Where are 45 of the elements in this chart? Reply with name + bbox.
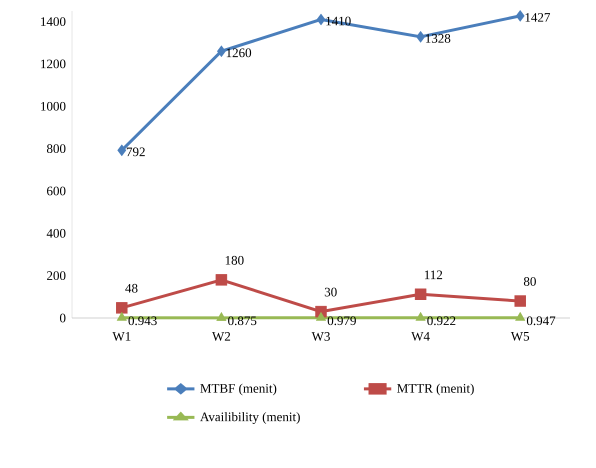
point: [316, 312, 326, 321]
y-tick-label: 1400: [41, 17, 66, 26]
y-tick-label: 400: [46, 228, 66, 238]
point: [414, 288, 426, 300]
legend-label: MTTR (menit): [397, 384, 474, 396]
point: [515, 312, 526, 321]
data-label: 1427: [526, 13, 550, 22]
x-tick-label: W1: [112, 332, 130, 341]
y-tick-label: 0: [60, 314, 66, 322]
y-tick-label: 1000: [41, 102, 66, 111]
point: [514, 295, 526, 307]
data-label: 80: [524, 277, 536, 286]
data-label: 0.943: [128, 316, 157, 326]
data-label: 0.875: [228, 316, 256, 326]
data-label: 48: [125, 284, 138, 293]
data-label: 0.922: [427, 316, 456, 326]
y-tick-label: 200: [47, 271, 66, 280]
point: [416, 31, 425, 43]
x-tick-label: W5: [510, 332, 530, 341]
legend-label: MTBF (menit): [200, 384, 276, 396]
legend-label: Availibility (menit): [200, 412, 300, 424]
point: [116, 312, 127, 321]
point: [217, 45, 226, 57]
y-tick-label: 800: [46, 144, 66, 154]
data-label: 792: [126, 148, 145, 156]
point: [216, 274, 228, 286]
y-tick-label: 600: [47, 186, 66, 196]
x-tick-label: W2: [212, 332, 230, 341]
point: [316, 14, 326, 26]
data-label: 112: [424, 270, 442, 280]
point: [116, 302, 128, 314]
y-tick-label: 1200: [41, 60, 66, 68]
point: [416, 312, 426, 321]
point: [516, 10, 525, 22]
data-label: 1410: [326, 16, 351, 26]
point: [117, 144, 126, 156]
data-label: 1260: [226, 48, 252, 58]
data-label: 0.947: [526, 316, 556, 326]
point: [216, 312, 226, 321]
data-label: 30: [324, 288, 337, 296]
x-tick-label: W3: [312, 332, 330, 341]
data-label: 180: [226, 256, 244, 265]
data-label: 1328: [426, 34, 450, 43]
data-label: 0.979: [328, 316, 356, 326]
x-tick-label: W4: [411, 332, 430, 341]
